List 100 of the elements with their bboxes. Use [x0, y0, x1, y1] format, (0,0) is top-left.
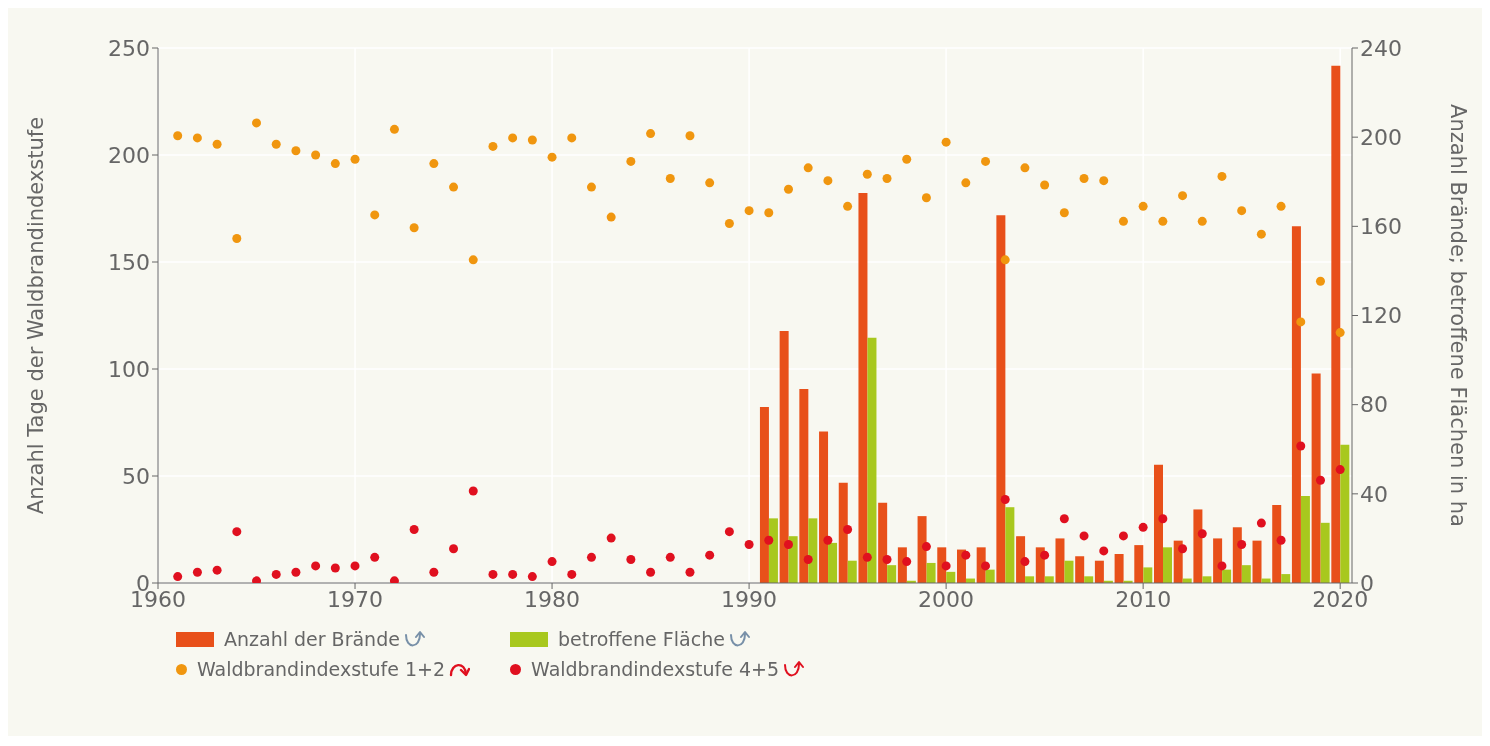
point	[1237, 206, 1247, 216]
y2-axis-title: Anzahl Brände; betroffene Flächen in ha	[1445, 104, 1470, 527]
point	[389, 124, 399, 134]
point	[330, 159, 340, 169]
point	[488, 141, 498, 151]
point	[350, 561, 360, 571]
point	[1315, 276, 1325, 286]
point	[921, 542, 931, 552]
bar	[926, 562, 936, 583]
bar	[867, 337, 877, 583]
y2-tick-label: 120	[1360, 303, 1402, 329]
bar	[1202, 576, 1212, 583]
bar	[799, 389, 809, 583]
point	[508, 569, 518, 579]
point	[764, 535, 774, 545]
point	[1256, 518, 1266, 528]
point	[547, 557, 557, 567]
point	[232, 233, 242, 243]
point	[1138, 522, 1148, 532]
point	[823, 176, 833, 186]
bar	[917, 516, 927, 583]
point	[843, 525, 853, 534]
bar	[819, 431, 829, 583]
point	[784, 184, 793, 194]
point	[389, 576, 399, 583]
point	[409, 223, 419, 233]
bar	[858, 192, 868, 583]
legend-label: Waldbrandindexstufe 4+5	[531, 658, 780, 680]
point	[705, 178, 715, 188]
point	[724, 527, 734, 537]
bar	[838, 482, 848, 583]
bar	[1300, 496, 1310, 583]
bar	[1005, 507, 1015, 583]
x-tick-label: 1980	[524, 586, 581, 612]
point	[468, 486, 478, 496]
y-axis-title: Anzahl Tage der Waldbrandindexstufe	[24, 116, 49, 515]
bar	[828, 542, 838, 583]
point	[192, 133, 202, 143]
point	[1020, 557, 1030, 567]
bar	[1114, 554, 1124, 583]
bar	[847, 560, 857, 583]
point	[1000, 255, 1010, 265]
bar	[1084, 576, 1094, 583]
point	[626, 554, 636, 564]
point	[1040, 550, 1050, 560]
bar	[1154, 464, 1163, 583]
point	[1256, 229, 1266, 239]
bar	[1272, 504, 1282, 583]
point	[429, 567, 439, 577]
point	[606, 212, 616, 222]
bar	[1222, 569, 1232, 583]
point	[902, 154, 912, 164]
bar	[808, 518, 818, 583]
point	[724, 218, 734, 228]
bar	[1241, 565, 1251, 583]
bar	[946, 571, 956, 583]
point	[744, 206, 754, 216]
point	[350, 154, 360, 164]
point	[764, 208, 774, 218]
point	[271, 569, 281, 579]
y-tick-label: 200	[108, 142, 150, 168]
point	[1296, 441, 1306, 451]
point	[1118, 531, 1128, 541]
bar	[1252, 540, 1262, 583]
y2-tick-label: 80	[1360, 392, 1388, 418]
point	[665, 174, 675, 184]
point	[606, 533, 616, 543]
x-tick-label: 1990	[721, 586, 778, 612]
point	[981, 561, 991, 571]
point	[232, 527, 242, 537]
point	[1335, 465, 1345, 475]
point	[547, 152, 557, 162]
bar	[1143, 567, 1153, 583]
bar	[759, 406, 769, 583]
point	[192, 567, 202, 577]
point	[311, 561, 321, 571]
point	[961, 178, 971, 188]
point	[1099, 176, 1109, 186]
bar	[1016, 536, 1026, 583]
legend-label: Waldbrandindexstufe 1+2	[197, 658, 446, 680]
bar	[1291, 226, 1301, 583]
point	[1197, 529, 1207, 539]
bar	[1044, 576, 1054, 583]
point	[665, 552, 675, 562]
point	[212, 565, 222, 575]
point	[252, 576, 262, 583]
point	[449, 544, 459, 554]
bar	[996, 215, 1006, 583]
bar	[878, 502, 888, 583]
point	[1099, 546, 1109, 556]
legend-label: Anzahl der Brände	[224, 628, 400, 650]
point	[1118, 216, 1128, 226]
point	[803, 163, 813, 173]
point	[1315, 475, 1325, 485]
bar	[1075, 556, 1085, 583]
point	[429, 159, 439, 169]
point	[646, 567, 656, 577]
point	[1237, 539, 1247, 549]
point	[1059, 208, 1069, 218]
point	[685, 131, 695, 141]
